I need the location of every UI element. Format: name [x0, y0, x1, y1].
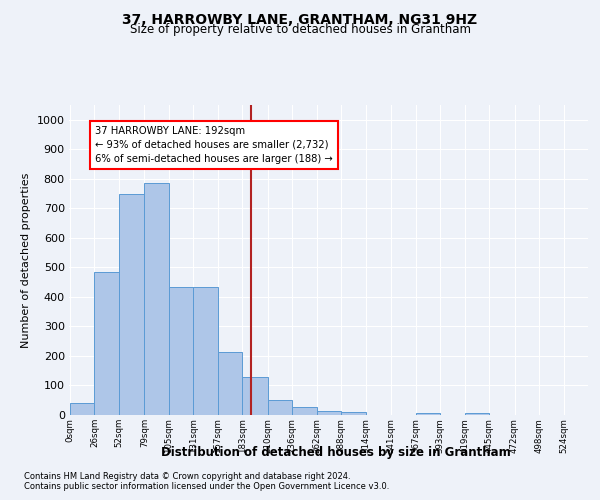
Bar [242, 376, 268, 415]
Bar [317, 411, 341, 415]
Text: 37 HARROWBY LANE: 192sqm
← 93% of detached houses are smaller (2,732)
6% of semi: 37 HARROWBY LANE: 192sqm ← 93% of detach… [95, 126, 333, 164]
Bar [145, 182, 169, 415]
Text: Distribution of detached houses by size in Grantham: Distribution of detached houses by size … [161, 446, 511, 459]
Bar [169, 286, 193, 415]
Bar [193, 286, 218, 415]
Bar [464, 412, 489, 415]
Text: Contains HM Land Registry data © Crown copyright and database right 2024.: Contains HM Land Registry data © Crown c… [24, 472, 350, 481]
Text: Contains public sector information licensed under the Open Government Licence v3: Contains public sector information licen… [24, 482, 389, 491]
Bar [341, 412, 366, 415]
Bar [94, 272, 119, 415]
Text: Size of property relative to detached houses in Grantham: Size of property relative to detached ho… [130, 22, 470, 36]
Bar [292, 407, 317, 415]
Bar [218, 352, 242, 415]
Bar [268, 400, 292, 415]
Bar [119, 194, 145, 415]
Text: 37, HARROWBY LANE, GRANTHAM, NG31 9HZ: 37, HARROWBY LANE, GRANTHAM, NG31 9HZ [122, 12, 478, 26]
Y-axis label: Number of detached properties: Number of detached properties [21, 172, 31, 348]
Bar [70, 403, 94, 415]
Bar [416, 413, 440, 415]
